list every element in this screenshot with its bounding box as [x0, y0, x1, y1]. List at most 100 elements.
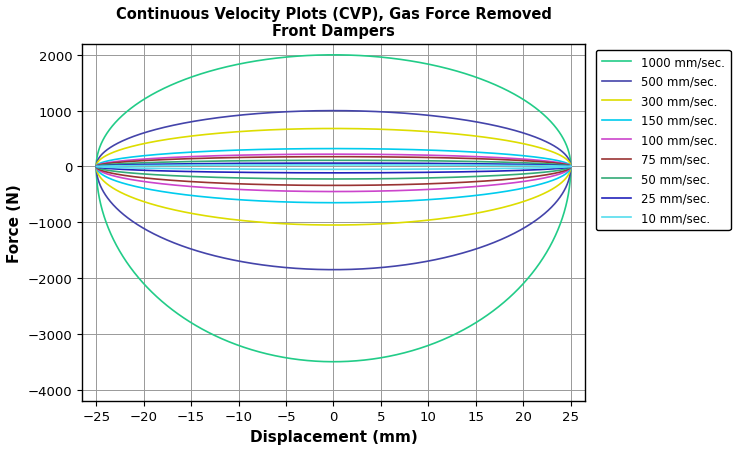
500 mm/sec. — [328, 267, 338, 273]
50 mm/sec. — [554, 162, 563, 168]
25 mm/sec. — [386, 170, 394, 176]
1000 mm/sec. — [92, 155, 101, 161]
Line: 150 mm/sec.: 150 mm/sec. — [96, 149, 571, 203]
150 mm/sec. — [562, 171, 572, 176]
100 mm/sec. — [566, 164, 575, 170]
50 mm/sec. — [328, 177, 338, 182]
300 mm/sec. — [328, 126, 338, 132]
100 mm/sec. — [566, 164, 575, 170]
300 mm/sec. — [566, 164, 575, 170]
500 mm/sec. — [99, 151, 108, 156]
1000 mm/sec. — [99, 137, 108, 142]
Line: 75 mm/sec.: 75 mm/sec. — [96, 157, 571, 186]
500 mm/sec. — [562, 183, 572, 188]
Title: Continuous Velocity Plots (CVP), Gas Force Removed
Front Dampers: Continuous Velocity Plots (CVP), Gas For… — [116, 7, 551, 39]
75 mm/sec. — [562, 168, 572, 173]
50 mm/sec. — [99, 163, 108, 168]
Line: 100 mm/sec.: 100 mm/sec. — [96, 155, 571, 192]
100 mm/sec. — [386, 189, 394, 194]
150 mm/sec. — [328, 201, 338, 206]
25 mm/sec. — [99, 164, 108, 169]
Legend: 1000 mm/sec., 500 mm/sec., 300 mm/sec., 150 mm/sec., 100 mm/sec., 75 mm/sec., 50: 1000 mm/sec., 500 mm/sec., 300 mm/sec., … — [596, 51, 730, 231]
150 mm/sec. — [566, 164, 575, 170]
25 mm/sec. — [562, 166, 572, 171]
75 mm/sec. — [328, 155, 338, 160]
10 mm/sec. — [328, 167, 338, 173]
150 mm/sec. — [554, 159, 563, 164]
50 mm/sec. — [562, 166, 572, 172]
500 mm/sec. — [566, 164, 575, 170]
500 mm/sec. — [562, 182, 572, 188]
100 mm/sec. — [554, 161, 563, 166]
1000 mm/sec. — [566, 164, 575, 170]
300 mm/sec. — [566, 164, 575, 170]
50 mm/sec. — [386, 176, 394, 182]
150 mm/sec. — [328, 147, 338, 152]
75 mm/sec. — [566, 164, 575, 170]
75 mm/sec. — [566, 164, 575, 170]
300 mm/sec. — [99, 155, 108, 161]
10 mm/sec. — [562, 165, 572, 170]
Line: 10 mm/sec.: 10 mm/sec. — [96, 166, 571, 170]
10 mm/sec. — [328, 163, 338, 168]
500 mm/sec. — [386, 264, 394, 270]
10 mm/sec. — [99, 164, 108, 170]
150 mm/sec. — [92, 163, 101, 168]
100 mm/sec. — [562, 169, 572, 174]
50 mm/sec. — [92, 164, 101, 169]
100 mm/sec. — [562, 169, 572, 174]
75 mm/sec. — [562, 168, 572, 173]
10 mm/sec. — [92, 164, 101, 170]
75 mm/sec. — [92, 164, 101, 169]
75 mm/sec. — [386, 183, 394, 188]
75 mm/sec. — [328, 183, 338, 189]
300 mm/sec. — [554, 152, 563, 158]
300 mm/sec. — [386, 221, 394, 226]
300 mm/sec. — [562, 175, 572, 180]
500 mm/sec. — [566, 164, 575, 170]
50 mm/sec. — [566, 164, 575, 170]
300 mm/sec. — [328, 223, 338, 228]
1000 mm/sec. — [328, 53, 338, 59]
500 mm/sec. — [554, 147, 563, 152]
10 mm/sec. — [566, 164, 575, 170]
25 mm/sec. — [328, 161, 338, 166]
25 mm/sec. — [328, 171, 338, 176]
50 mm/sec. — [562, 166, 572, 172]
300 mm/sec. — [92, 161, 101, 166]
X-axis label: Displacement (mm): Displacement (mm) — [250, 429, 417, 444]
Line: 500 mm/sec.: 500 mm/sec. — [96, 111, 571, 270]
100 mm/sec. — [328, 189, 338, 195]
150 mm/sec. — [562, 170, 572, 176]
150 mm/sec. — [99, 160, 108, 166]
75 mm/sec. — [99, 162, 108, 167]
150 mm/sec. — [566, 164, 575, 170]
100 mm/sec. — [99, 161, 108, 167]
25 mm/sec. — [562, 166, 572, 171]
Line: 1000 mm/sec.: 1000 mm/sec. — [96, 56, 571, 362]
1000 mm/sec. — [386, 354, 394, 359]
Line: 25 mm/sec.: 25 mm/sec. — [96, 164, 571, 174]
Y-axis label: Force (N): Force (N) — [7, 184, 22, 262]
25 mm/sec. — [566, 164, 575, 170]
500 mm/sec. — [92, 160, 101, 165]
10 mm/sec. — [554, 164, 563, 169]
25 mm/sec. — [92, 164, 101, 170]
Line: 300 mm/sec.: 300 mm/sec. — [96, 129, 571, 226]
1000 mm/sec. — [566, 164, 575, 170]
1000 mm/sec. — [562, 199, 572, 204]
1000 mm/sec. — [328, 359, 338, 364]
500 mm/sec. — [328, 109, 338, 114]
50 mm/sec. — [566, 164, 575, 170]
10 mm/sec. — [566, 164, 575, 170]
100 mm/sec. — [92, 163, 101, 169]
25 mm/sec. — [554, 163, 563, 169]
50 mm/sec. — [328, 158, 338, 164]
10 mm/sec. — [386, 167, 394, 173]
1000 mm/sec. — [562, 198, 572, 204]
25 mm/sec. — [566, 164, 575, 170]
Line: 50 mm/sec.: 50 mm/sec. — [96, 161, 571, 179]
75 mm/sec. — [554, 161, 563, 167]
100 mm/sec. — [328, 152, 338, 157]
150 mm/sec. — [386, 199, 394, 205]
